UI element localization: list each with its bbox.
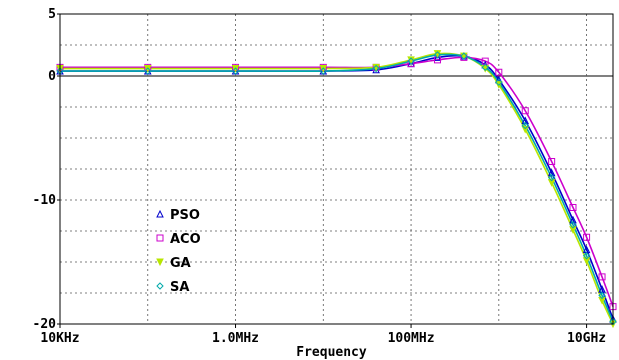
series-line-aco xyxy=(60,56,614,307)
data-point-aco xyxy=(495,68,503,76)
series-line-pso xyxy=(60,54,614,320)
data-point-sa xyxy=(609,317,617,326)
data-point-sa xyxy=(582,252,591,260)
data-point-ga xyxy=(598,296,606,305)
data-point-aco xyxy=(598,273,606,281)
series-markers xyxy=(56,50,617,329)
data-point-sa xyxy=(495,78,503,86)
legend-label-pso: PSO xyxy=(170,208,200,223)
data-point-sa xyxy=(144,67,152,75)
y-tick-label: 5 xyxy=(48,7,56,22)
data-point-pso xyxy=(547,168,556,177)
data-point-aco xyxy=(583,233,591,241)
data-point-sa xyxy=(433,51,442,59)
x-tick-label: 100MHz xyxy=(388,331,435,346)
data-point-aco xyxy=(319,63,327,71)
data-point-pso xyxy=(521,116,530,125)
legend-label-ga: GA xyxy=(170,256,191,271)
y-tick-label: 0 xyxy=(48,69,56,84)
legend-label-sa: SA xyxy=(170,280,189,295)
legend-marker-pso xyxy=(156,209,164,218)
data-point-sa xyxy=(372,64,380,73)
data-point-pso xyxy=(433,53,442,61)
series-line-sa xyxy=(60,53,614,322)
data-point-sa xyxy=(569,221,577,229)
data-point-sa xyxy=(521,121,529,130)
data-point-ga xyxy=(569,226,577,234)
data-point-aco xyxy=(144,63,152,71)
data-point-aco xyxy=(548,158,556,166)
data-point-ga xyxy=(521,125,530,134)
data-point-aco xyxy=(481,57,489,65)
data-point-aco xyxy=(232,63,240,71)
data-point-aco xyxy=(569,203,577,211)
data-point-ga xyxy=(547,179,556,187)
data-point-pso xyxy=(569,215,577,224)
data-point-aco xyxy=(521,107,529,115)
data-point-sa xyxy=(598,291,606,300)
x-tick-label: 1.0MHz xyxy=(212,331,259,346)
data-point-sa xyxy=(460,52,468,60)
y-tick-label: -20 xyxy=(33,317,57,332)
legend-label-aco: ACO xyxy=(170,232,201,247)
legend-marker-aco xyxy=(156,234,164,242)
data-point-sa xyxy=(481,63,489,72)
legend-marker-sa xyxy=(156,282,164,290)
x-axis-label: Frequency xyxy=(296,345,367,360)
x-tick-label: 10KHz xyxy=(40,331,79,346)
data-point-ga xyxy=(582,257,591,265)
series-lines xyxy=(59,52,614,325)
data-point-aco xyxy=(609,303,617,311)
series-line-ga xyxy=(59,52,614,325)
legend: PSO ACO GA SA xyxy=(156,208,201,295)
y-tick-label: -10 xyxy=(33,193,57,208)
data-point-sa xyxy=(547,173,556,182)
data-point-sa xyxy=(319,67,327,75)
grid-lines xyxy=(60,14,613,324)
data-point-sa xyxy=(407,57,415,65)
legend-marker-ga xyxy=(156,258,164,267)
x-tick-label: 10GHz xyxy=(567,331,606,346)
plot-frame xyxy=(59,13,614,325)
data-point-sa xyxy=(231,67,240,75)
data-point-aco xyxy=(56,63,64,71)
